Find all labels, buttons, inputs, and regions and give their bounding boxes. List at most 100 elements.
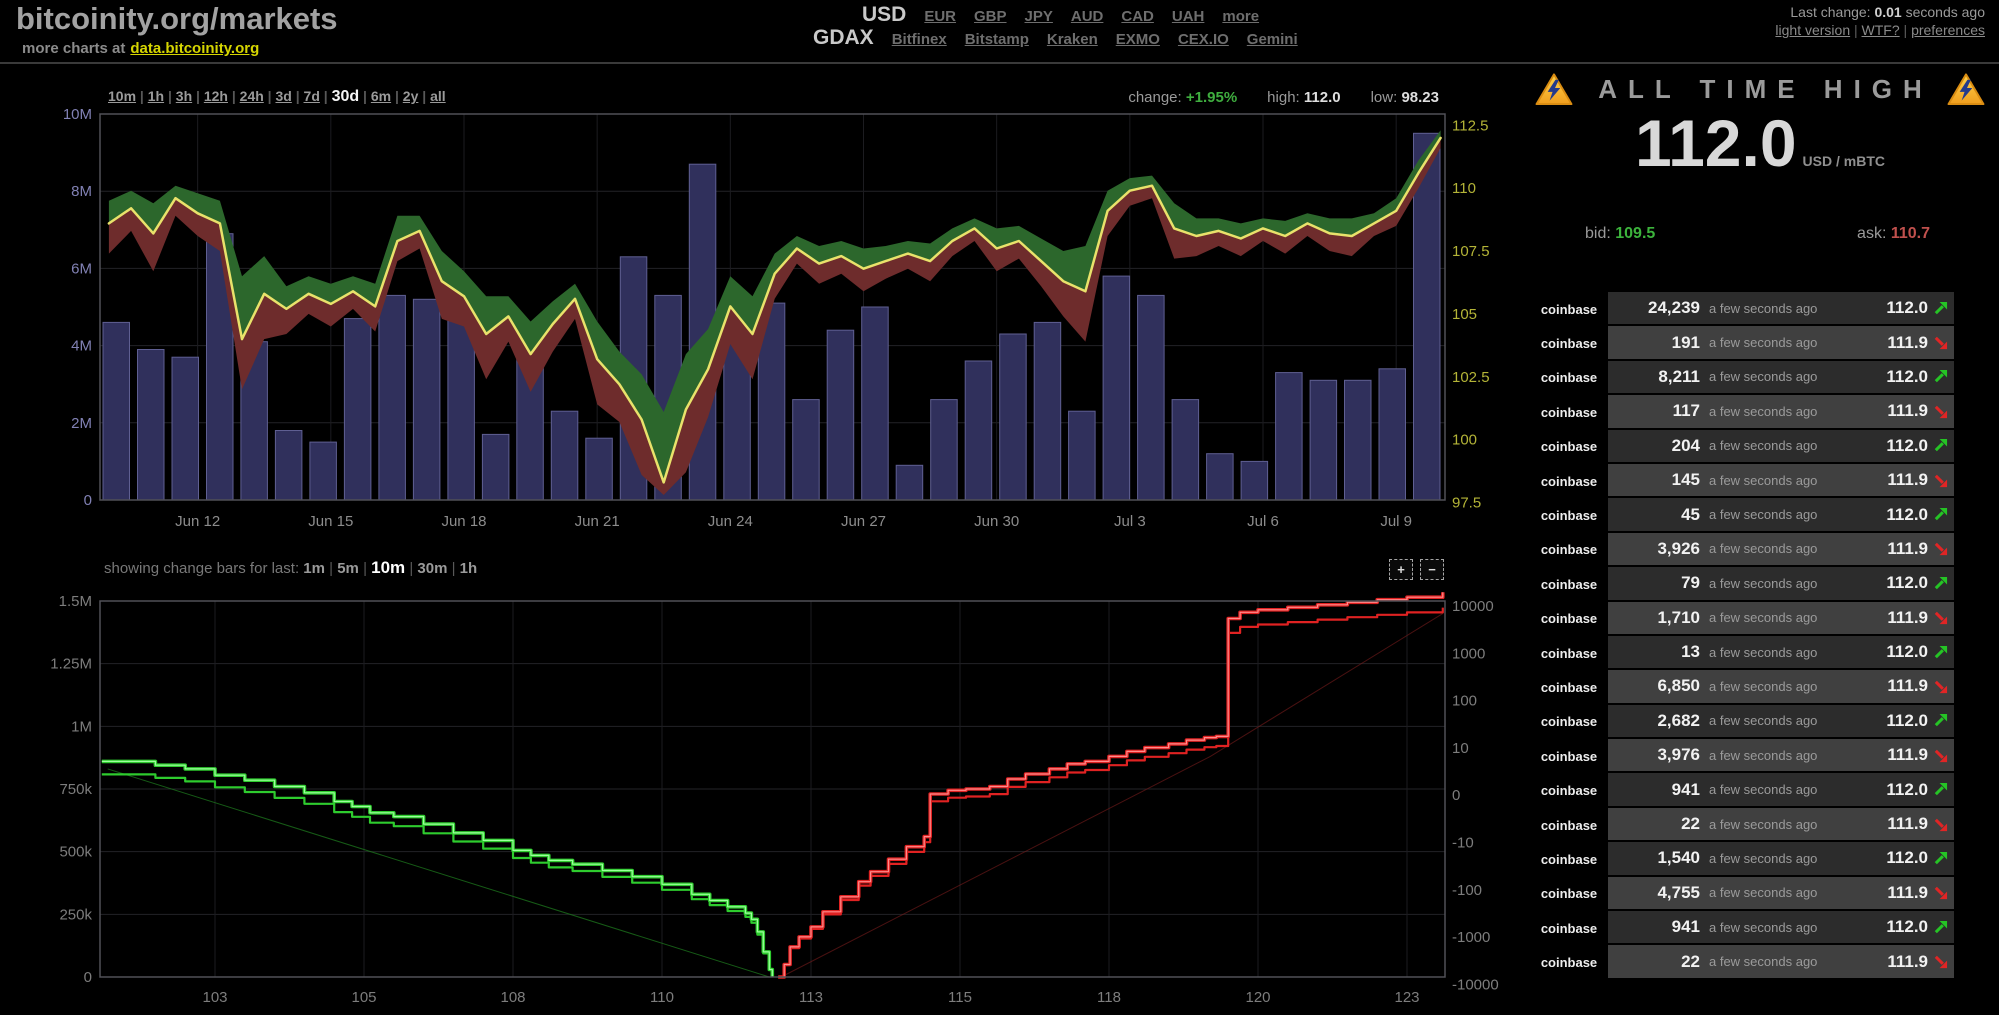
- bid-group: bid: 109.5: [1585, 225, 1656, 242]
- depth-range-link-1h[interactable]: 1h: [459, 560, 478, 577]
- change-stat: change: +1.95%: [1128, 89, 1238, 106]
- price-value: 112.0: [1635, 106, 1797, 180]
- header: bitcoinity.org/markets more charts at dat…: [0, 0, 1999, 64]
- exchange-link-bitfinex[interactable]: Bitfinex: [891, 31, 947, 48]
- depth-range-link-1m[interactable]: 1m: [303, 560, 325, 577]
- trade-row-body: 1,540 a few seconds ago 112.0: [1608, 842, 1954, 877]
- depth-range-link-5m[interactable]: 5m: [337, 560, 359, 577]
- trade-exchange-link[interactable]: coinbase: [1540, 645, 1598, 661]
- trade-row-body: 191 a few seconds ago 111.9: [1608, 326, 1954, 361]
- range-link-7d[interactable]: 7d: [303, 88, 320, 104]
- trade-time: a few seconds ago: [1709, 369, 1818, 385]
- trade-time: a few seconds ago: [1709, 438, 1818, 454]
- svg-text:0: 0: [84, 492, 92, 509]
- currency-link-uah[interactable]: UAH: [1171, 8, 1205, 25]
- exchange-link-bitstamp[interactable]: Bitstamp: [964, 31, 1029, 48]
- trade-exchange-link[interactable]: coinbase: [1540, 576, 1598, 592]
- trade-price: 111.9: [1887, 951, 1928, 971]
- trade-exchange-link[interactable]: coinbase: [1540, 817, 1598, 833]
- bid-ask-row: bid: 109.5 ask: 110.7: [1585, 225, 1930, 243]
- trade-exchange-link[interactable]: coinbase: [1540, 404, 1598, 420]
- trade-row-body: 3,976 a few seconds ago 111.9: [1608, 739, 1954, 774]
- depth-ranges: 1m | 5m | 10m | 30m | 1h: [303, 558, 478, 577]
- trade-row-body: 1,710 a few seconds ago 111.9: [1608, 601, 1954, 636]
- svg-text:Jun 21: Jun 21: [575, 513, 620, 530]
- svg-text:115: 115: [948, 989, 972, 1006]
- currency-row: USD EUR GBP JPY AUD CAD UAH more: [862, 3, 1259, 27]
- svg-text:-10: -10: [1452, 835, 1474, 852]
- range-link-all[interactable]: all: [430, 88, 446, 104]
- exchange-link-cex-io[interactable]: CEX.IO: [1177, 31, 1229, 48]
- exchange-link-kraken[interactable]: Kraken: [1046, 31, 1098, 48]
- selected-exchange[interactable]: GDAX: [813, 26, 874, 49]
- range-link-3d[interactable]: 3d: [275, 88, 292, 104]
- trade-price: 112.0: [1886, 298, 1928, 318]
- depth-range-link-30m[interactable]: 30m: [417, 560, 448, 577]
- trade-row: coinbase 22 a few seconds ago 111.9: [1530, 807, 1954, 843]
- trade-exchange-link[interactable]: coinbase: [1540, 611, 1598, 627]
- trade-exchange-link[interactable]: coinbase: [1540, 748, 1598, 764]
- range-link-1h[interactable]: 1h: [147, 88, 165, 104]
- svg-text:103: 103: [202, 989, 227, 1006]
- trade-row: coinbase 4,755 a few seconds ago 111.9: [1530, 876, 1954, 912]
- svg-text:110: 110: [1452, 180, 1476, 197]
- price-volume-chart[interactable]: 0 2M 4M 6M 8M 10M 112.5 110 107.5 105 102.5 100 97.5…: [0, 106, 1520, 558]
- trade-exchange-link[interactable]: coinbase: [1540, 542, 1598, 558]
- trade-exchange-link[interactable]: coinbase: [1540, 301, 1598, 317]
- trade-exchange-link[interactable]: coinbase: [1540, 370, 1598, 386]
- currency-link-cad[interactable]: CAD: [1121, 8, 1154, 25]
- trade-exchange-link[interactable]: coinbase: [1540, 679, 1598, 695]
- range-link-2y[interactable]: 2y: [402, 88, 419, 104]
- trade-row-body: 24,239 a few seconds ago 112.0: [1608, 292, 1954, 327]
- bid-value: 109.5: [1615, 225, 1656, 242]
- trade-exchange-link[interactable]: coinbase: [1540, 439, 1598, 455]
- svg-text:Jun 27: Jun 27: [841, 513, 886, 530]
- range-link-3h[interactable]: 3h: [175, 88, 193, 104]
- zoom-out-button[interactable]: −: [1420, 559, 1444, 580]
- trade-exchange-link[interactable]: coinbase: [1540, 851, 1598, 867]
- top-link-wtf-[interactable]: WTF?: [1861, 22, 1900, 38]
- exchange-link-exmo[interactable]: EXMO: [1115, 31, 1160, 48]
- trade-exchange-link[interactable]: coinbase: [1540, 783, 1598, 799]
- trade-exchange-link[interactable]: coinbase: [1540, 473, 1598, 489]
- trade-down-icon: [1934, 680, 1948, 694]
- range-link-6m[interactable]: 6m: [370, 88, 392, 104]
- trade-exchange-link[interactable]: coinbase: [1540, 920, 1598, 936]
- currency-link-jpy[interactable]: JPY: [1024, 8, 1053, 25]
- trade-row-body: 8,211 a few seconds ago 112.0: [1608, 360, 1954, 396]
- currency-link-aud[interactable]: AUD: [1070, 8, 1104, 25]
- currency-link-more[interactable]: more: [1222, 8, 1260, 25]
- currency-link-gbp[interactable]: GBP: [974, 8, 1007, 25]
- zoom-in-button[interactable]: +: [1389, 559, 1413, 580]
- trade-amount: 117: [1672, 401, 1700, 421]
- top-link-light-version[interactable]: light version: [1775, 22, 1851, 38]
- trade-price: 111.9: [1887, 332, 1928, 352]
- range-link-24h[interactable]: 24h: [239, 88, 264, 104]
- trade-exchange-link[interactable]: coinbase: [1540, 886, 1598, 902]
- range-link-12h[interactable]: 12h: [203, 88, 228, 104]
- trade-amount: 8,211: [1658, 366, 1700, 386]
- svg-text:118: 118: [1097, 989, 1121, 1006]
- range-link-30d[interactable]: 30d: [331, 88, 360, 105]
- trade-exchange-link[interactable]: coinbase: [1540, 508, 1598, 524]
- trade-time: a few seconds ago: [1709, 919, 1818, 935]
- selected-currency[interactable]: USD: [862, 3, 907, 26]
- trade-row-body: 6,850 a few seconds ago 111.9: [1608, 670, 1954, 705]
- exchange-link-gemini[interactable]: Gemini: [1246, 31, 1298, 48]
- trade-exchange-link[interactable]: coinbase: [1540, 336, 1598, 352]
- trade-exchange-link[interactable]: coinbase: [1540, 955, 1598, 971]
- depth-chart[interactable]: 1.5M1.25M1M750k500k250k0100001000100100-…: [0, 585, 1520, 1015]
- data-bitcoinity-link[interactable]: data.bitcoinity.org: [130, 40, 260, 57]
- trade-time: a few seconds ago: [1709, 747, 1818, 763]
- depth-range-link-10m[interactable]: 10m: [371, 558, 406, 577]
- range-link-10m[interactable]: 10m: [108, 88, 137, 104]
- currency-link-eur[interactable]: EUR: [924, 8, 957, 25]
- trade-price: 112.0: [1886, 435, 1928, 455]
- last-change-value: 0.01: [1874, 4, 1902, 20]
- trade-amount: 22: [1681, 951, 1700, 971]
- ticker-panel: ALL TIME HIGH 112.0 USD / mBTC bid: 109.5…: [1530, 70, 1999, 1015]
- trade-time: a few seconds ago: [1709, 575, 1818, 591]
- trade-up-icon: [1934, 301, 1948, 314]
- trade-exchange-link[interactable]: coinbase: [1540, 714, 1598, 730]
- top-link-preferences[interactable]: preferences: [1911, 22, 1985, 38]
